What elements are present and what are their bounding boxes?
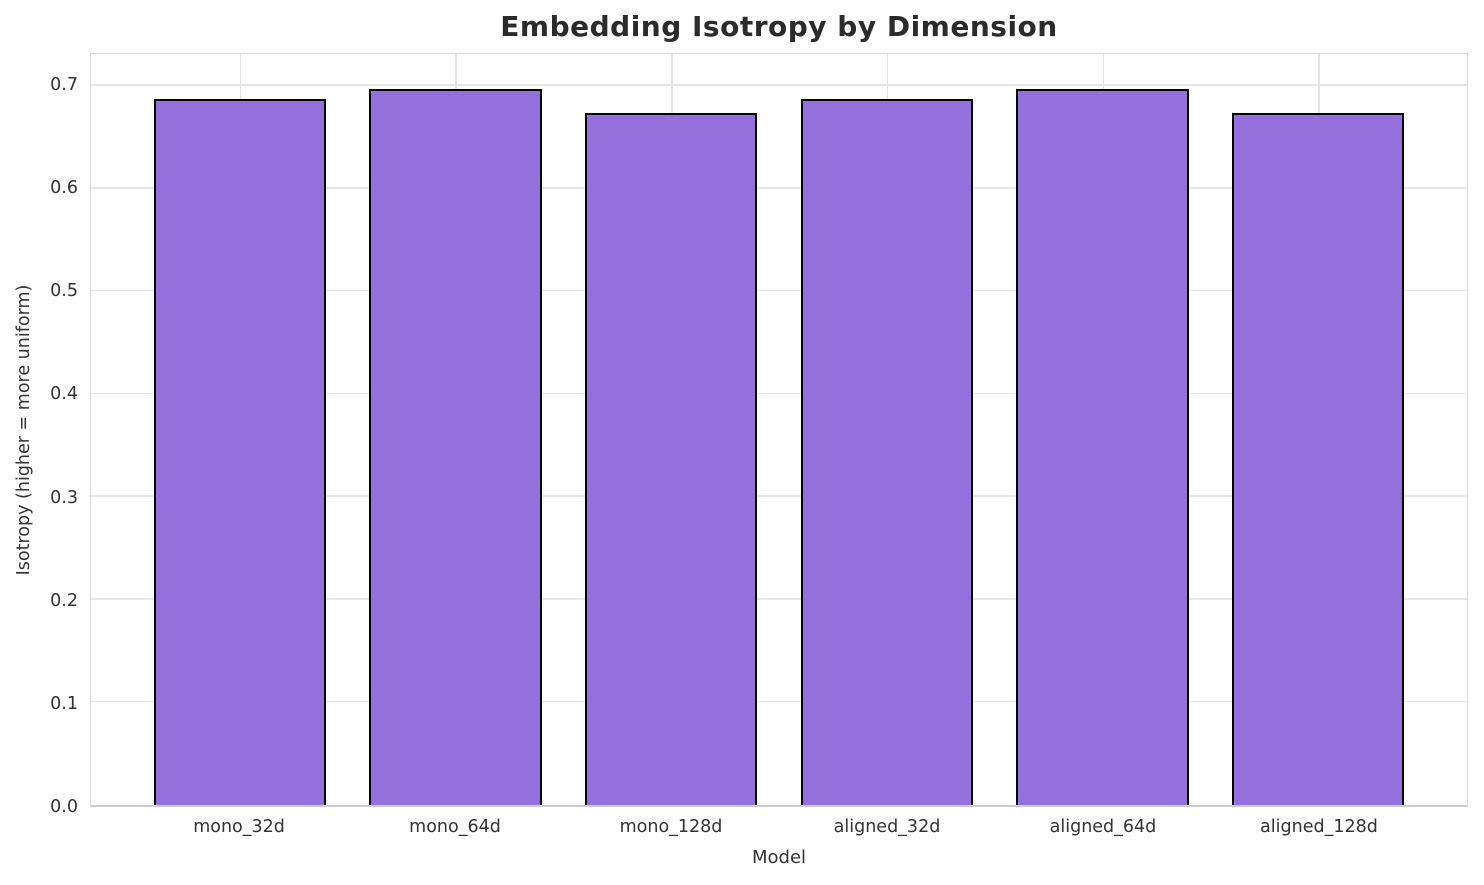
bar-mono_64d: [369, 88, 542, 805]
y-tick-label: 0.6: [50, 178, 78, 199]
y-tick-label: 0.0: [50, 797, 78, 817]
plot-area: [90, 53, 1468, 807]
y-tick-label: 0.1: [50, 693, 78, 714]
bar-aligned_128d: [1231, 112, 1405, 805]
y-gridline: [91, 289, 1467, 292]
x-tick-label: mono_64d: [409, 817, 501, 837]
bar-aligned_32d: [800, 99, 974, 805]
y-gridline: [91, 392, 1467, 395]
y-tick-label: 0.2: [50, 590, 78, 611]
bar-mono_128d: [584, 112, 758, 805]
y-gridline: [91, 495, 1467, 497]
y-tick-label: 0.7: [50, 74, 78, 95]
x-axis-label: Model: [751, 847, 807, 868]
bar-aligned_64d: [1016, 88, 1189, 805]
x-tick-label: aligned_64d: [1049, 817, 1157, 837]
y-axis-label: Isotropy (higher = more uniform): [14, 284, 34, 576]
y-gridline: [91, 84, 1467, 86]
x-tick-label: mono_128d: [619, 817, 723, 837]
y-gridline: [91, 598, 1467, 600]
bar-mono_32d: [153, 99, 327, 805]
x-tick-label: mono_32d: [193, 817, 285, 837]
x-tick-label: aligned_32d: [833, 817, 941, 837]
y-tick-label: 0.3: [50, 487, 78, 508]
y-gridline: [91, 700, 1467, 703]
y-gridline: [91, 187, 1467, 189]
y-tick-label: 0.4: [50, 384, 78, 405]
y-tick-label: 0.5: [50, 281, 78, 302]
chart-title: Embedding Isotropy by Dimension: [500, 10, 1058, 43]
x-tick-label: aligned_128d: [1260, 817, 1378, 837]
